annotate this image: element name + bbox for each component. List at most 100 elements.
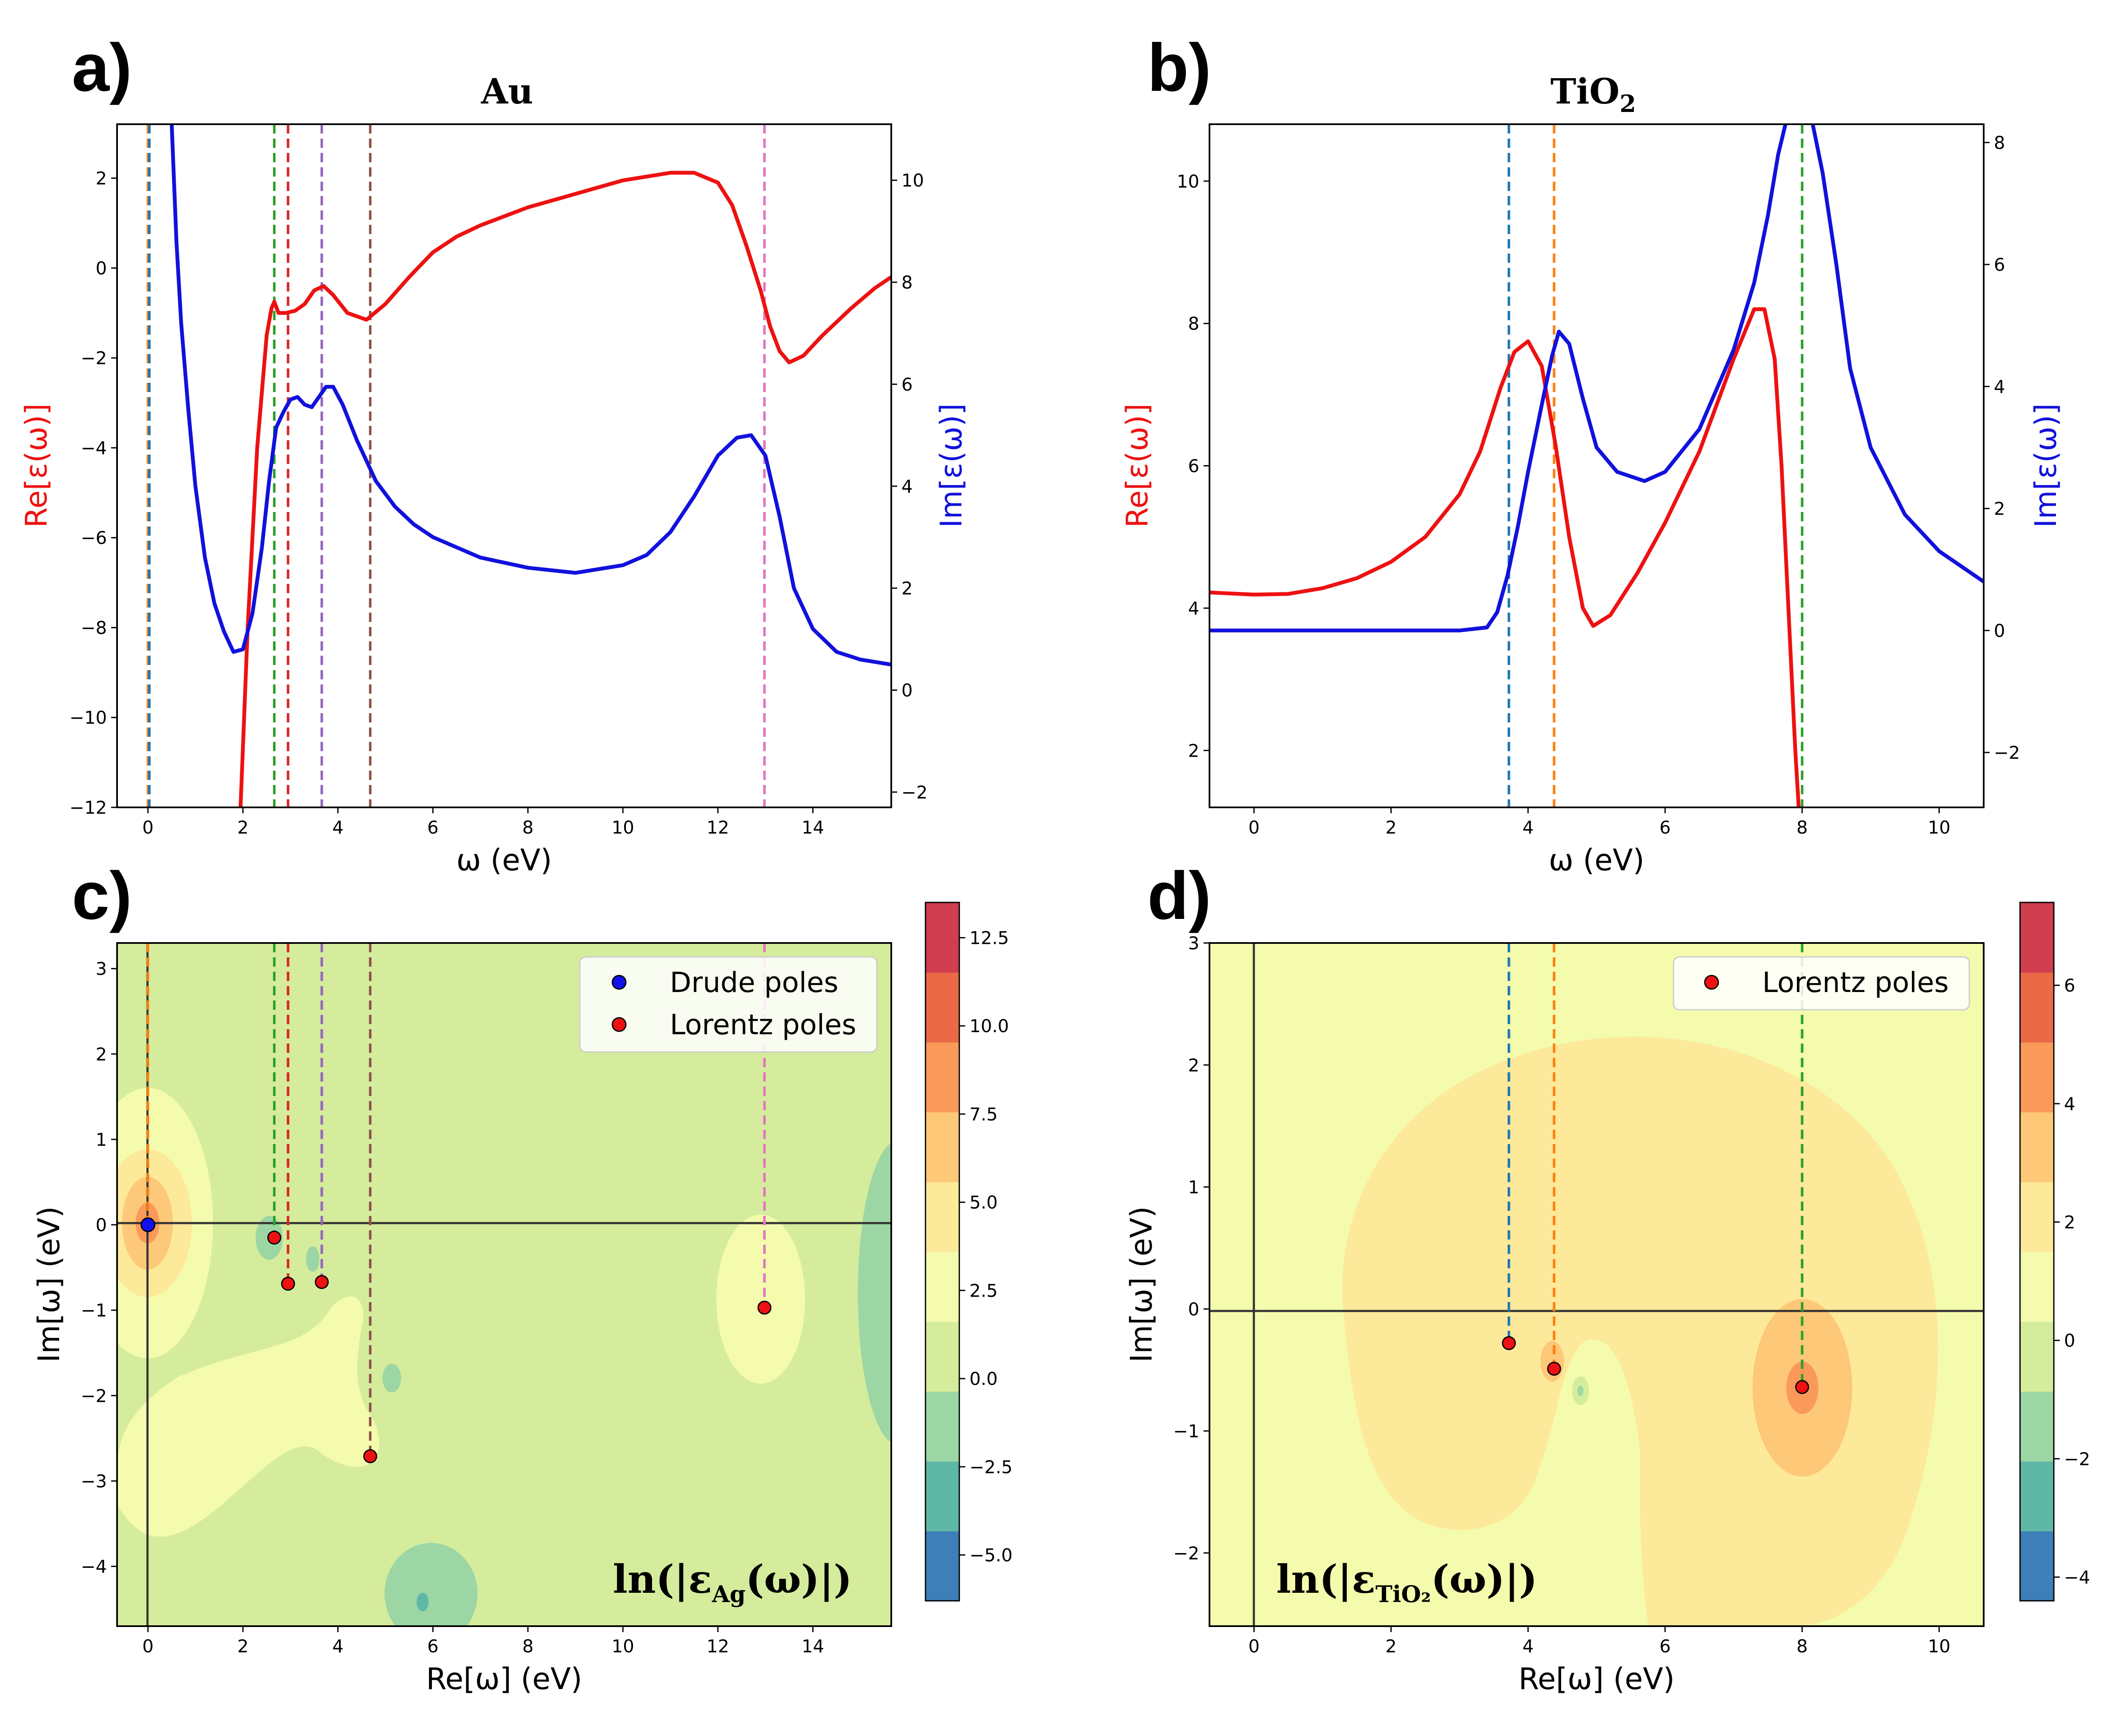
c-lorentz-pole bbox=[267, 1230, 281, 1245]
a-ytick-right-label: 4 bbox=[901, 476, 913, 497]
a-ytick-left-label: 0 bbox=[96, 258, 107, 278]
b-ytick-left-label: 6 bbox=[1188, 456, 1199, 477]
a-xtick-label: 10 bbox=[612, 817, 634, 838]
c-cbtick-label: 2.5 bbox=[969, 1280, 998, 1301]
panel-d-xlabel: Re[ω] (eV) bbox=[1518, 1662, 1675, 1696]
c-ytick-label: −1 bbox=[81, 1300, 107, 1321]
c-ytick-label: 2 bbox=[96, 1044, 107, 1065]
d-colorbar-band bbox=[2020, 1112, 2054, 1183]
d-xtick-label: 0 bbox=[1248, 1636, 1260, 1657]
a-ytick-left-label: −10 bbox=[69, 707, 107, 728]
a-ytick-left-label: 2 bbox=[96, 168, 107, 189]
d-xtick-label: 10 bbox=[1928, 1636, 1950, 1657]
b-series-im bbox=[1209, 124, 1984, 632]
d-xtick-label: 2 bbox=[1385, 1636, 1397, 1657]
legend-drude-label: Drude poles bbox=[670, 966, 838, 999]
d-colorbar-band bbox=[2020, 1182, 2054, 1252]
c-cbtick-label: −2.5 bbox=[969, 1457, 1013, 1477]
b-ytick-right-label: 0 bbox=[1994, 620, 2005, 641]
d-ytick-label: 1 bbox=[1188, 1177, 1199, 1198]
c-colorbar-band bbox=[925, 972, 959, 1043]
d-colorbar-band bbox=[2020, 1391, 2054, 1462]
panel-d-contour bbox=[1209, 943, 1984, 1626]
a-series-re bbox=[238, 171, 891, 807]
d-ytick-label: 2 bbox=[1188, 1055, 1199, 1076]
b-ytick-left-label: 10 bbox=[1177, 171, 1199, 192]
c-colorbar-band bbox=[925, 1042, 959, 1112]
d-colorbar-band bbox=[2020, 1531, 2054, 1601]
a-series-im bbox=[169, 124, 891, 667]
b-xtick-label: 8 bbox=[1796, 817, 1808, 838]
d-xtick-label: 4 bbox=[1523, 1636, 1534, 1657]
d-colorbar-band bbox=[2020, 1321, 2054, 1392]
d-colorbar-band bbox=[2020, 972, 2054, 1043]
anno-c-prefix: ln( bbox=[613, 1556, 674, 1602]
a-ytick-right-label: 10 bbox=[901, 170, 924, 191]
c-colorbar-band bbox=[925, 1251, 959, 1322]
panel-c-ylabel: Im[ω] (eV) bbox=[32, 1206, 66, 1363]
b-ytick-right-label: −2 bbox=[1994, 742, 2020, 763]
c-xtick-label: 8 bbox=[522, 1636, 534, 1657]
c-lorentz-pole bbox=[363, 1449, 377, 1463]
a-xtick-label: 4 bbox=[332, 817, 344, 838]
a-ytick-right-label: −2 bbox=[901, 782, 928, 803]
c-colorbar-band bbox=[925, 902, 959, 973]
c-colorbar-band bbox=[925, 1182, 959, 1252]
panel-b-title: TiO2 bbox=[1551, 71, 1636, 118]
c-ytick-label: −4 bbox=[81, 1556, 107, 1577]
c-cbtick-label: 12.5 bbox=[969, 927, 1009, 948]
c-xtick-label: 4 bbox=[332, 1636, 344, 1657]
c-ytick-label: −3 bbox=[81, 1471, 107, 1491]
d-cbtick-label: 4 bbox=[2064, 1093, 2075, 1114]
c-lorentz-pole bbox=[281, 1276, 295, 1291]
anno-d-close: ) bbox=[1519, 1556, 1537, 1602]
b-ytick-left-label: 8 bbox=[1188, 313, 1199, 334]
c-colorbar-band bbox=[925, 1531, 959, 1601]
b-ytick-left-label: 2 bbox=[1188, 740, 1199, 761]
d-cbtick-label: 2 bbox=[2064, 1212, 2075, 1232]
d-lorentz-pole bbox=[1795, 1380, 1809, 1394]
panel-a-frame bbox=[116, 123, 892, 808]
panel-d-frame bbox=[1209, 942, 1985, 1627]
a-xtick-label: 12 bbox=[707, 817, 729, 838]
anno-d-sub: TiO₂ bbox=[1376, 1581, 1431, 1608]
panel-label-b: b) bbox=[1147, 30, 1211, 105]
d-ytick-label: −2 bbox=[1173, 1543, 1199, 1564]
a-xtick-label: 2 bbox=[237, 817, 248, 838]
panel-a-ylabel-left: Re[ε(ω)] bbox=[19, 403, 54, 528]
b-xtick-label: 2 bbox=[1385, 817, 1397, 838]
panel-c-annotation: ln(|εAg(ω)|) bbox=[613, 1556, 852, 1608]
c-xtick-label: 10 bbox=[612, 1636, 634, 1657]
panel-b-title-sub: 2 bbox=[1619, 90, 1636, 118]
panel-d-legend: Lorentz poles bbox=[1673, 956, 1970, 1011]
panel-b-xlabel: ω (eV) bbox=[1549, 843, 1644, 878]
c-lorentz-pole bbox=[314, 1275, 329, 1289]
c-ytick-label: 0 bbox=[96, 1215, 107, 1235]
a-ytick-right-label: 8 bbox=[901, 272, 913, 293]
anno-c-symbol: ε bbox=[688, 1556, 712, 1602]
c-cbtick-label: −5.0 bbox=[969, 1545, 1013, 1565]
b-xtick-label: 10 bbox=[1928, 817, 1950, 838]
panel-c-frame bbox=[116, 942, 892, 1627]
c-cbtick-label: 7.5 bbox=[969, 1104, 998, 1125]
legend-drude-marker bbox=[612, 975, 627, 990]
b-xtick-label: 0 bbox=[1248, 817, 1260, 838]
d-lorentz-pole bbox=[1547, 1362, 1561, 1376]
legend-lorentz-label: Lorentz poles bbox=[670, 1008, 856, 1041]
legend-d-lorentz-label: Lorentz poles bbox=[1762, 966, 1949, 999]
d-colorbar-band bbox=[2020, 1042, 2054, 1112]
c-cbtick-label: 5.0 bbox=[969, 1192, 998, 1213]
a-xtick-label: 8 bbox=[522, 817, 534, 838]
b-ytick-left-label: 4 bbox=[1188, 598, 1199, 619]
anno-c-close: ) bbox=[834, 1556, 852, 1602]
d-cbtick-label: 6 bbox=[2064, 975, 2075, 996]
d-cbtick-label: 0 bbox=[2064, 1330, 2075, 1351]
anno-d-suffix: (ω) bbox=[1431, 1556, 1505, 1602]
b-series-re bbox=[1209, 307, 1801, 807]
panel-a-title: Au bbox=[480, 71, 533, 112]
anno-d-bar: | bbox=[1338, 1556, 1351, 1602]
c-ytick-label: 1 bbox=[96, 1129, 107, 1150]
